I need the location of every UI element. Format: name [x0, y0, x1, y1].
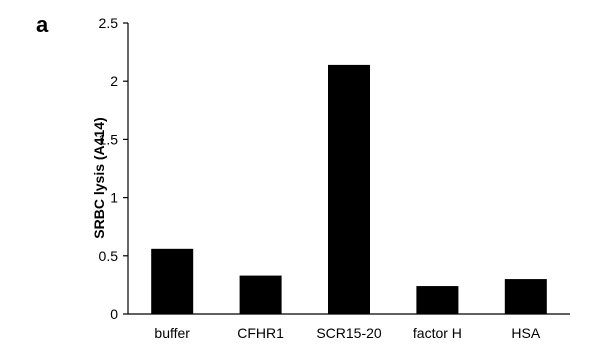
x-tick-label: buffer [154, 325, 190, 341]
bar-scr15-20 [328, 65, 370, 314]
x-tick-label: factor H [413, 325, 462, 341]
x-tick-label: HSA [511, 325, 540, 341]
y-tick-label: 0 [110, 306, 118, 322]
x-tick-label: SCR15-20 [316, 325, 382, 341]
bars [151, 65, 547, 314]
bar-cfhr1 [240, 276, 282, 314]
y-tick-label: 2 [110, 73, 118, 89]
x-axis-ticks: buffer CFHR1 SCR15-20 factor H HSA [154, 325, 540, 341]
panel-letter: a [36, 12, 49, 37]
y-tick-label: 1.5 [99, 131, 119, 147]
x-tick-label: CFHR1 [237, 325, 284, 341]
y-tick-label: 0.5 [99, 248, 119, 264]
y-tick-label: 1 [110, 190, 118, 206]
y-tick-label: 2.5 [99, 15, 119, 31]
bar-hsa [505, 279, 547, 314]
bar-factor-h [416, 286, 458, 314]
bar-buffer [151, 249, 193, 314]
